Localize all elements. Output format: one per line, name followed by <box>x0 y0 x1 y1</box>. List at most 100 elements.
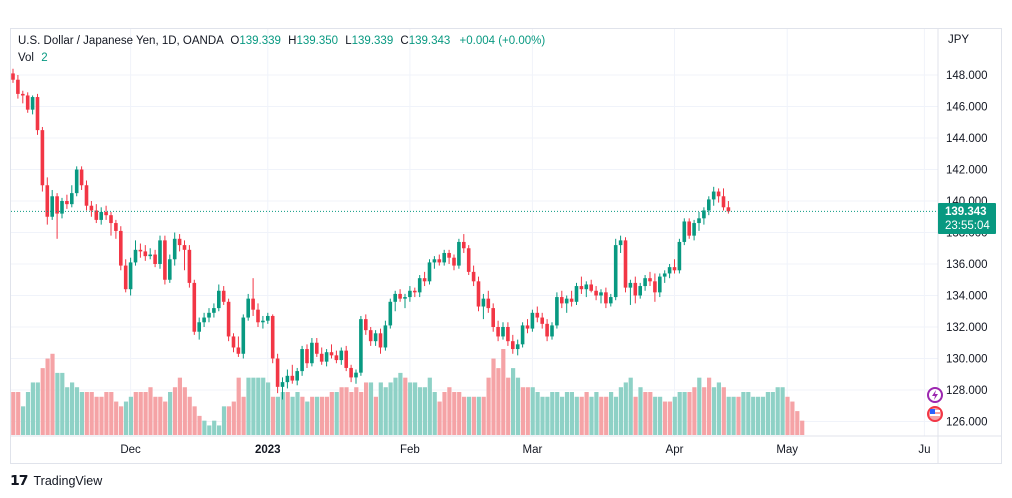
candle-body <box>40 130 45 186</box>
volume-bar <box>123 401 129 435</box>
volume-bar <box>579 396 584 435</box>
candle <box>398 289 402 302</box>
candle <box>692 219 696 241</box>
volume-bar <box>212 420 217 435</box>
volume-bar <box>662 401 668 435</box>
volume-bar <box>604 396 609 435</box>
volume-bar <box>481 396 486 435</box>
time-tick-label: 2023 <box>255 444 281 456</box>
candle-body <box>388 301 393 326</box>
candle <box>349 364 353 383</box>
candle <box>388 298 393 329</box>
candle-body <box>114 223 118 231</box>
symbol-title[interactable]: U.S. Dollar / Japanese Yen, 1D, OANDA <box>18 35 224 47</box>
volume-bar <box>682 392 687 435</box>
candle-body <box>119 230 123 266</box>
volume-bar <box>153 396 158 435</box>
volume-bar <box>373 396 378 435</box>
us-flag-icon[interactable] <box>927 406 943 422</box>
currency-label[interactable]: JPY <box>948 34 970 46</box>
volume-bar <box>21 406 26 435</box>
volume-bar <box>795 411 800 435</box>
candle-body <box>368 330 373 342</box>
candle-body <box>65 201 69 205</box>
volume-bar <box>746 392 751 435</box>
candle-body <box>457 241 461 266</box>
candle <box>128 257 133 296</box>
candle <box>457 238 461 269</box>
candle-body <box>35 97 40 131</box>
volume-bar <box>35 382 40 435</box>
candle <box>123 259 128 293</box>
candle-body <box>334 355 339 361</box>
candle-body <box>251 298 255 310</box>
candle-body <box>275 358 280 387</box>
volume-label[interactable]: Vol <box>18 52 34 64</box>
volume-bar <box>751 396 756 435</box>
candle <box>511 334 515 354</box>
candle-body <box>658 276 662 293</box>
candle <box>295 367 299 386</box>
candle-body <box>295 371 299 381</box>
candle-body <box>721 196 726 208</box>
branding[interactable]: 𝟭𝟳 TradingView <box>10 472 102 489</box>
candle-body <box>555 297 559 326</box>
candle-body <box>89 205 94 211</box>
candle-body <box>168 259 172 280</box>
candle-body <box>236 347 241 354</box>
candle-body <box>530 312 535 329</box>
tradingview-wordmark: TradingView <box>33 473 103 488</box>
event-flash-icon[interactable] <box>927 387 943 403</box>
candle-body <box>94 210 99 220</box>
price-tick-label: 132.000 <box>946 322 988 334</box>
candle <box>324 349 329 367</box>
volume-bar <box>511 368 516 435</box>
price-tick-label: 136.000 <box>946 259 988 271</box>
candle-body <box>491 308 495 327</box>
volume-bar <box>726 396 731 435</box>
volume-bar <box>344 387 349 435</box>
candle <box>643 275 647 291</box>
candle <box>408 286 412 302</box>
volume-bar <box>486 377 491 435</box>
candle-body <box>285 375 290 383</box>
candle <box>70 185 74 208</box>
candle-body <box>643 278 647 287</box>
change-value: +0.004 (+0.00%) <box>459 35 546 47</box>
candle <box>359 315 363 376</box>
candle-body <box>138 249 143 252</box>
candle <box>613 238 618 301</box>
price-axis-labels: 148.000146.000144.000142.000140.000138.0… <box>946 70 988 429</box>
candle-body <box>393 293 397 302</box>
candle <box>45 177 50 225</box>
candle-body <box>383 325 388 348</box>
candle <box>525 319 530 334</box>
volume-bar <box>368 382 374 435</box>
candle <box>530 309 535 332</box>
candle-body <box>128 262 133 290</box>
candle <box>329 344 334 359</box>
volume-bar <box>148 387 153 435</box>
candle <box>55 193 59 239</box>
candle-body <box>662 273 667 277</box>
volume-bar <box>545 396 550 435</box>
volume-bar <box>74 387 80 435</box>
candle-body <box>21 93 25 96</box>
candle <box>270 314 275 364</box>
volume-bar <box>329 392 334 435</box>
candle-body <box>437 259 442 263</box>
candle <box>618 235 623 253</box>
volume-bar <box>530 387 535 435</box>
low-value: 139.339 <box>351 35 394 47</box>
candle <box>221 286 226 305</box>
volume-bar <box>756 396 761 435</box>
candle <box>217 284 221 312</box>
candle <box>172 232 177 266</box>
volume-bar <box>290 396 295 435</box>
volume-bar <box>221 406 227 435</box>
candle <box>354 369 358 384</box>
volume-bar <box>765 392 770 435</box>
volume-bar <box>564 392 570 435</box>
volume-bar <box>30 382 35 435</box>
